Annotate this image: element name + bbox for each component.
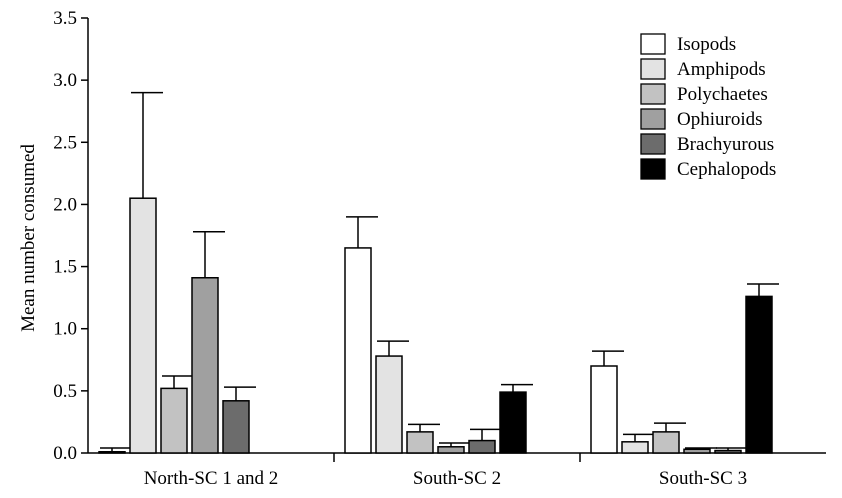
- legend-swatch-amphipods: [640, 58, 666, 80]
- x-category-label: South-SC 2: [413, 468, 501, 489]
- legend-swatch-cephalopods: [640, 158, 666, 180]
- legend: Isopods Amphipods Polychaetes Ophiuroids Bra…: [640, 33, 776, 180]
- bar-ophiuroids: [683, 448, 711, 454]
- bar-isopods: [590, 365, 618, 454]
- bar-isopods: [98, 451, 126, 454]
- y-tick-label: 3.5: [53, 8, 77, 29]
- y-tick-label: 2.5: [53, 132, 77, 153]
- y-tick-label: 0.5: [53, 381, 77, 402]
- bar-isopods: [344, 247, 372, 454]
- bar-cephalopods: [745, 295, 773, 454]
- legend-swatch-isopods: [640, 33, 666, 55]
- bar-cephalopods: [499, 391, 527, 454]
- bar-brachyurous: [468, 439, 496, 454]
- x-category-label: North-SC 1 and 2: [144, 468, 279, 489]
- y-axis-title: Mean number consumed: [18, 144, 39, 332]
- bar-amphipods: [375, 355, 403, 454]
- y-tick-label: 3.0: [53, 70, 77, 91]
- bar-brachyurous: [714, 449, 742, 454]
- bar-amphipods: [621, 441, 649, 454]
- y-tick-label: 2.0: [53, 194, 77, 215]
- bar-ophiuroids: [191, 277, 219, 454]
- legend-label: Cephalopods: [677, 159, 776, 180]
- legend-swatch-brachyurous: [640, 133, 666, 155]
- legend-label: Polychaetes: [677, 84, 768, 105]
- bar-brachyurous: [222, 400, 250, 454]
- x-category-label: South-SC 3: [659, 468, 747, 489]
- legend-label: Ophiuroids: [677, 109, 763, 130]
- legend-label: Brachyurous: [677, 134, 774, 155]
- bar-amphipods: [129, 197, 157, 454]
- legend-label: Isopods: [677, 34, 736, 55]
- y-tick-label: 0.0: [53, 443, 77, 464]
- legend-swatch-ophiuroids: [640, 108, 666, 130]
- y-tick-label: 1.0: [53, 319, 77, 340]
- bar-polychaetes: [652, 431, 680, 454]
- bar-ophiuroids: [437, 446, 465, 454]
- bar-polychaetes: [160, 387, 188, 454]
- y-tick-label: 1.5: [53, 257, 77, 278]
- legend-label: Amphipods: [677, 59, 766, 80]
- legend-swatch-polychaetes: [640, 83, 666, 105]
- plot-area: 0.0 0.5 1.0 1.5 2.0 2.5 3.0 3.5 North-SC 1 and 2…: [53, 8, 826, 489]
- bar-polychaetes: [406, 431, 434, 454]
